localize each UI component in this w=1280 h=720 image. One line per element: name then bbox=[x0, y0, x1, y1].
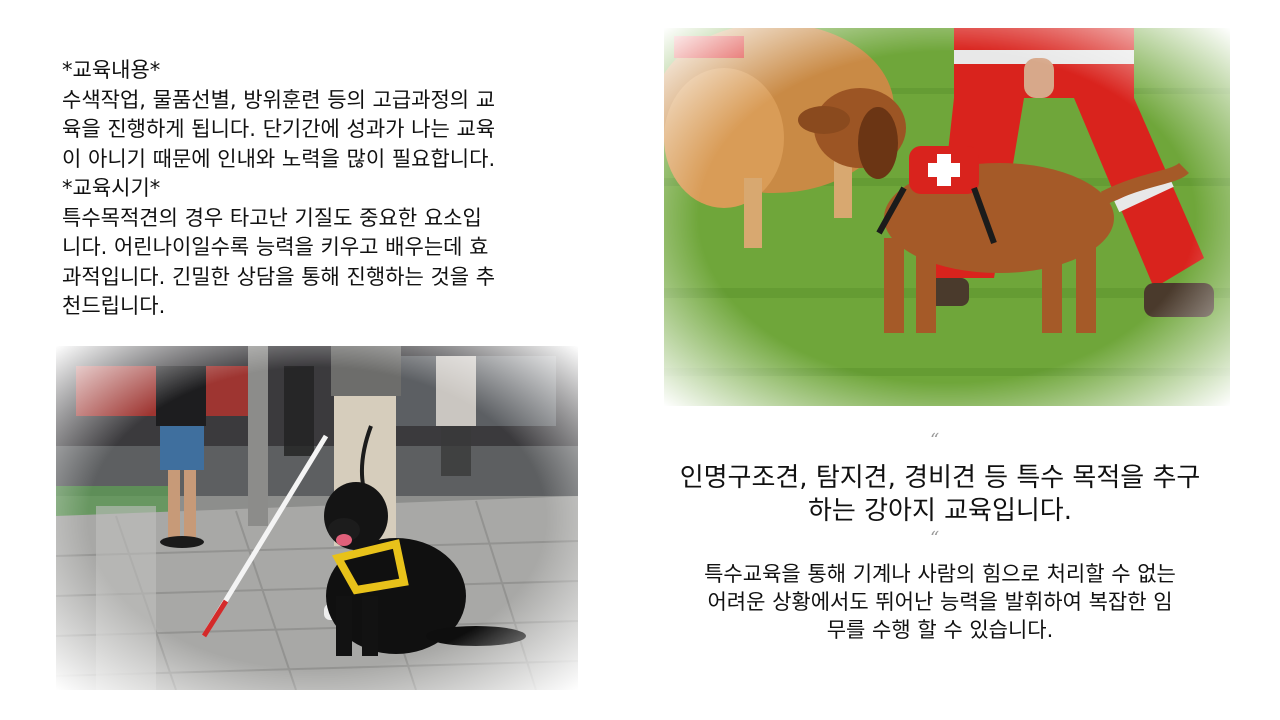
guide-dog-photo bbox=[56, 346, 578, 690]
education-timing-line: 천드립니다. bbox=[62, 294, 166, 318]
rescue-dog-photo bbox=[664, 28, 1230, 406]
education-content-line: 이 아니기 때문에 인내와 노력을 많이 필요합니다. bbox=[62, 146, 496, 171]
education-timing-line: 과적입니다. 긴밀한 상담을 통해 진행하는 것을 추 bbox=[62, 264, 496, 289]
close-quote-mark: “ bbox=[930, 528, 940, 549]
education-content-line: 수색작업, 물품선별, 방위훈련 등의 고급과정의 교 bbox=[62, 87, 496, 112]
education-timing-line: 특수목적견의 경우 타고난 기질도 중요한 요소입 bbox=[62, 205, 482, 230]
education-timing-heading: *교육시기* bbox=[62, 176, 161, 200]
headline: 인명구조견, 탐지견, 경비견 등 특수 목적을 추구 하는 강아지 교육입니다… bbox=[640, 462, 1240, 528]
open-quote-mark: “ bbox=[930, 430, 940, 451]
description-line: 특수교육을 통해 기계나 사람의 힘으로 처리할 수 없는 bbox=[704, 562, 1176, 586]
description-line: 어려운 상황에서도 뛰어난 능력을 발휘하여 복잡한 임 bbox=[707, 590, 1173, 614]
headline-line: 인명구조견, 탐지견, 경비견 등 특수 목적을 추구 bbox=[679, 463, 1201, 493]
education-content-line: 육을 진행하게 됩니다. 단기간에 성과가 나는 교육 bbox=[62, 117, 496, 141]
education-timing-line: 니다. 어린나이일수록 능력을 키우고 배우는데 효 bbox=[62, 235, 489, 259]
description-block: 특수교육을 통해 기계나 사람의 힘으로 처리할 수 없는 어려운 상황에서도 … bbox=[630, 560, 1250, 644]
description-line: 무를 수행 할 수 있습니다. bbox=[826, 618, 1054, 642]
left-text-block: *교육내용* 수색작업, 물품선별, 방위훈련 등의 고급과정의 교 육을 진행… bbox=[62, 56, 592, 322]
education-content-heading: *교육내용* bbox=[62, 58, 161, 82]
headline-line: 하는 강아지 교육입니다. bbox=[808, 496, 1072, 526]
